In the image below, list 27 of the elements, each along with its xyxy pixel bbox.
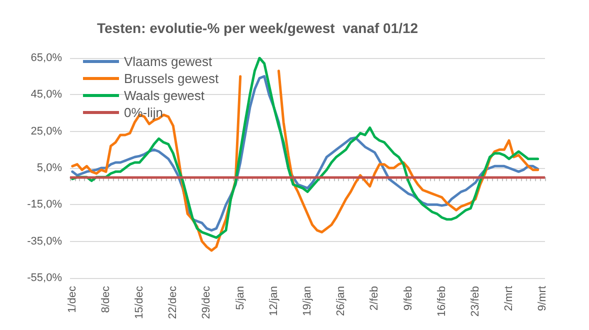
y-tick-label: 5,0% xyxy=(36,162,62,174)
x-tick-label: 15/dec xyxy=(134,285,146,320)
legend-label: Waals gewest xyxy=(124,88,205,103)
y-tick-label: -35,0% xyxy=(27,235,62,248)
x-tick-label: 29/dec xyxy=(200,285,213,320)
y-tick-label: -55,0% xyxy=(27,272,62,284)
y-tick-label: 65,0% xyxy=(30,52,62,64)
x-tick-label: 1/dec xyxy=(66,285,78,313)
x-tick-label: 23/feb xyxy=(469,286,482,317)
x-tick-label: 22/dec xyxy=(167,285,180,320)
legend-label: Brussels gewest xyxy=(124,71,220,86)
x-tick-label: 5/jan xyxy=(234,286,246,310)
x-tick-label: 19/jan xyxy=(302,286,314,316)
x-tick-label: 2/feb xyxy=(368,286,381,310)
x-tick-label: 8/dec xyxy=(100,285,112,313)
legend-label: Vlaams gewest xyxy=(124,54,213,69)
x-tick-label: 9/mrt xyxy=(536,286,549,312)
x-tick-label: 2/mrt xyxy=(503,286,516,312)
x-tick-label: 9/feb xyxy=(402,286,414,310)
y-tick-label: 45,0% xyxy=(30,88,62,101)
chart-title: Testen: evolutie-% per week/gewest vanaf 01/12 xyxy=(97,20,418,36)
legend-label: 0%-lijn xyxy=(124,105,164,120)
y-tick-label: -15,0% xyxy=(27,198,62,211)
x-tick-label: 12/jan xyxy=(268,286,280,316)
x-tick-label: 16/feb xyxy=(436,286,448,317)
y-tick-label: 25,0% xyxy=(30,125,62,138)
x-tick-label: 26/jan xyxy=(335,286,348,316)
